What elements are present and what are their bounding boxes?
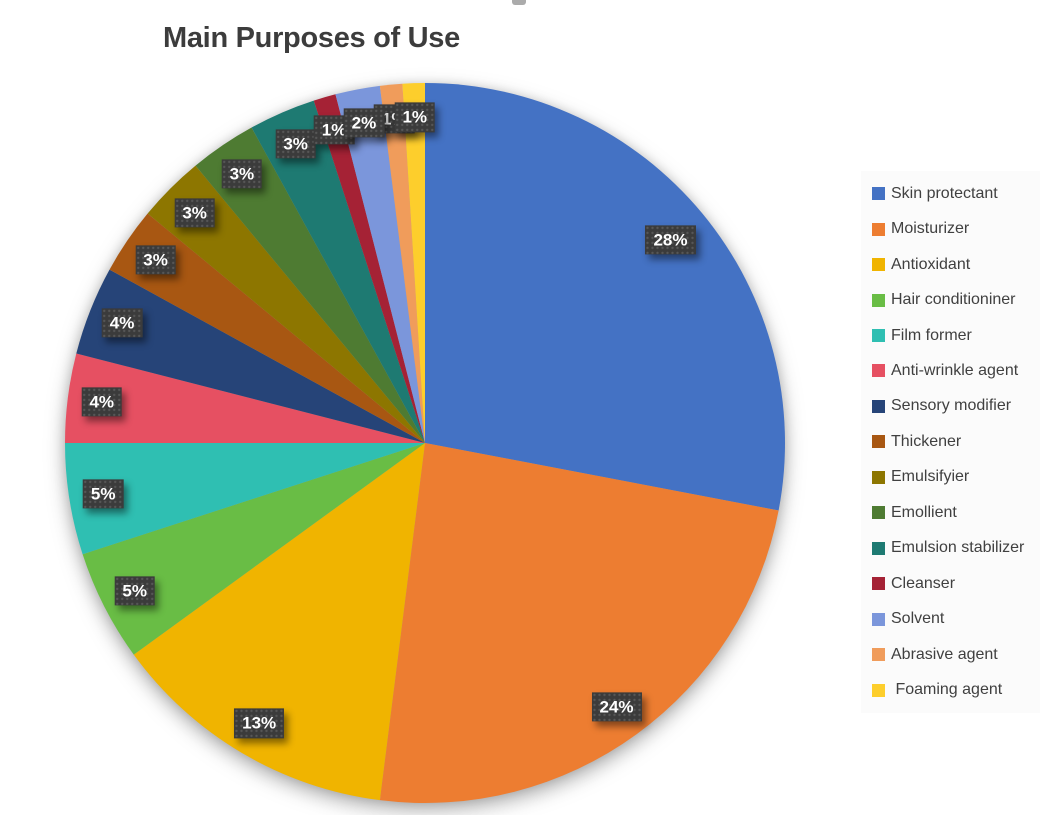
legend-swatch-film-former <box>872 329 885 343</box>
legend-swatch-skin-protectant <box>872 187 885 201</box>
legend-item-foaming-agent[interactable]: Foaming agent <box>872 681 1038 699</box>
legend-item-emulsion-stabilizer[interactable]: Emulsion stabilizer <box>872 539 1038 557</box>
legend-swatch-cleanser <box>872 577 885 591</box>
legend-swatch-emulsifyier <box>872 470 885 484</box>
legend-label-antioxidant: Antioxidant <box>891 255 971 273</box>
chart-title: Main Purposes of Use <box>163 22 460 54</box>
legend-label-emollient: Emollient <box>891 503 957 521</box>
legend-label-film-former: Film former <box>891 326 972 344</box>
pie-slice-solvent[interactable] <box>335 85 425 443</box>
pie-slice-film-former[interactable] <box>65 443 425 555</box>
legend-item-solvent[interactable]: Solvent <box>872 610 1038 628</box>
legend-item-anti-wrinkle-agent[interactable]: Anti-wrinkle agent <box>872 362 1038 380</box>
legend-label-hair-conditioniner: Hair conditioniner <box>891 291 1016 309</box>
pie-slice-emulsion-stabilizer[interactable] <box>251 100 425 444</box>
legend-item-skin-protectant[interactable]: Skin protectant <box>872 185 1038 203</box>
legend-item-sensory-modifier[interactable]: Sensory modifier <box>872 397 1038 415</box>
legend-swatch-moisturizer <box>872 222 885 236</box>
legend-label-sensory-modifier: Sensory modifier <box>891 397 1012 415</box>
legend-label-foaming-agent: Foaming agent <box>891 681 1003 699</box>
legend-item-moisturizer[interactable]: Moisturizer <box>872 220 1038 238</box>
legend-label-thickener: Thickener <box>891 432 962 450</box>
pie-slice-emulsifyier[interactable] <box>147 165 425 443</box>
legend-swatch-foaming-agent <box>872 683 885 697</box>
legend-item-abrasive-agent[interactable]: Abrasive agent <box>872 646 1038 664</box>
pie-slice-skin-protectant[interactable] <box>425 83 785 511</box>
legend-label-emulsifyier: Emulsifyier <box>891 468 970 486</box>
legend-label-emulsion-stabilizer: Emulsion stabilizer <box>891 539 1025 557</box>
legend-label-skin-protectant: Skin protectant <box>891 184 998 202</box>
legend-item-antioxidant[interactable]: Antioxidant <box>872 256 1038 274</box>
legend-label-moisturizer: Moisturizer <box>891 220 970 238</box>
pie-slice-cleanser[interactable] <box>313 94 425 443</box>
legend-item-thickener[interactable]: Thickener <box>872 433 1038 451</box>
legend-swatch-solvent <box>872 612 885 626</box>
chart-legend: Skin protectant Moisturizer Antioxidant Hai… <box>861 171 1040 713</box>
legend-swatch-abrasive-agent <box>872 648 885 662</box>
legend-swatch-emollient <box>872 506 885 520</box>
pie-slice-anti-wrinkle-agent[interactable] <box>65 353 425 443</box>
legend-label-cleanser: Cleanser <box>891 574 956 592</box>
pie-slice-emollient[interactable] <box>195 127 425 443</box>
legend-item-film-former[interactable]: Film former <box>872 327 1038 345</box>
pie-slice-hair-conditioniner[interactable] <box>82 443 426 655</box>
legend-swatch-sensory-modifier <box>872 399 885 413</box>
pie-slice-moisturizer[interactable] <box>379 443 779 803</box>
legend-item-emulsifyier[interactable]: Emulsifyier <box>872 468 1038 486</box>
legend-label-solvent: Solvent <box>891 610 945 628</box>
legend-swatch-anti-wrinkle-agent <box>872 364 885 378</box>
pie-slice-sensory-modifier[interactable] <box>76 269 425 443</box>
legend-label-anti-wrinkle-agent: Anti-wrinkle agent <box>891 361 1019 379</box>
legend-item-hair-conditioniner[interactable]: Hair conditioniner <box>872 291 1038 309</box>
pie-slice-antioxidant[interactable] <box>133 443 425 801</box>
pie-slice-thickener[interactable] <box>109 213 425 443</box>
pie-slice-foaming-agent[interactable] <box>402 83 425 443</box>
pie-slice-abrasive-agent[interactable] <box>379 83 425 444</box>
legend-label-abrasive-agent: Abrasive agent <box>891 645 998 663</box>
legend-swatch-thickener <box>872 435 885 449</box>
legend-swatch-antioxidant <box>872 258 885 272</box>
legend-item-cleanser[interactable]: Cleanser <box>872 575 1038 593</box>
legend-item-emollient[interactable]: Emollient <box>872 504 1038 522</box>
legend-swatch-emulsion-stabilizer <box>872 541 885 555</box>
legend-swatch-hair-conditioniner <box>872 293 885 307</box>
cropped-text-artifact <box>512 0 526 5</box>
